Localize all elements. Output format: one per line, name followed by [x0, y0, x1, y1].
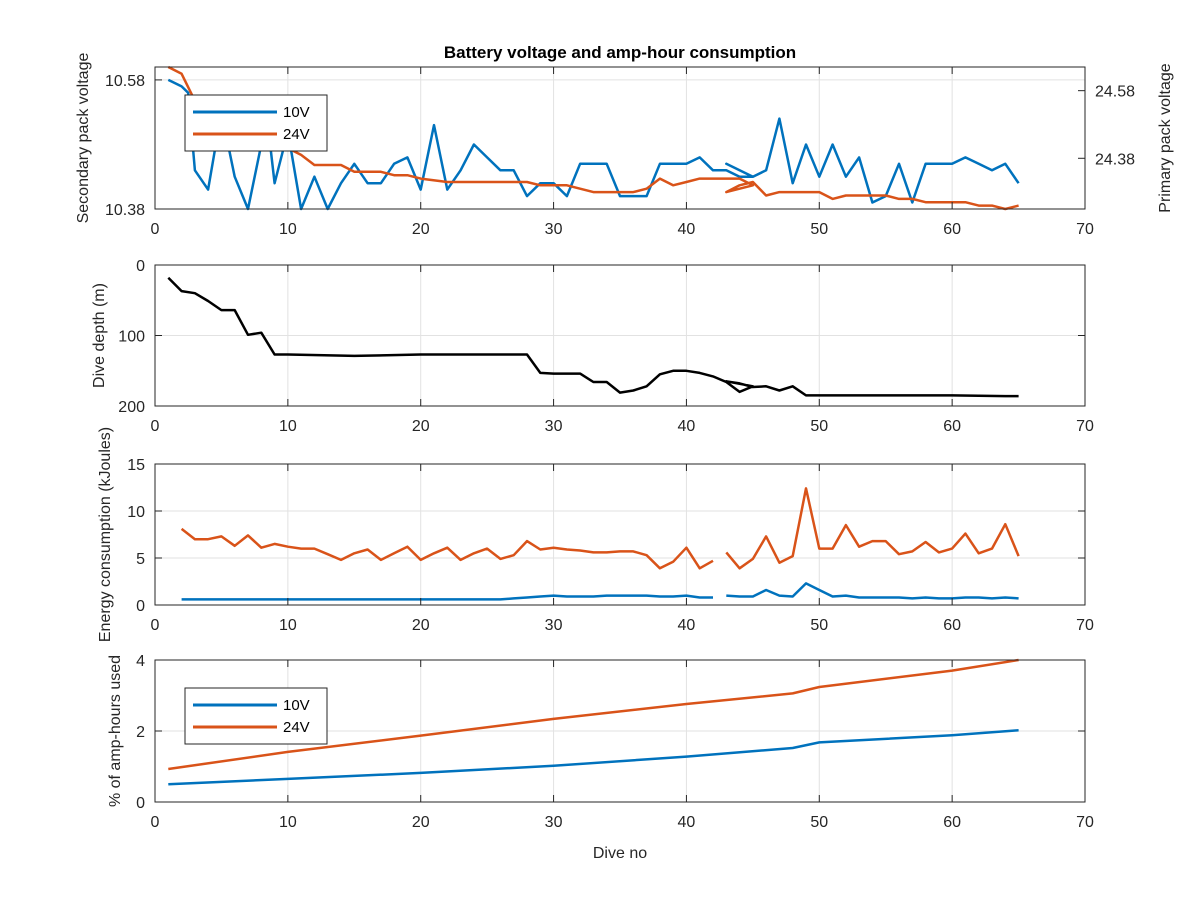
x-tick-label: 30 [545, 617, 563, 634]
y-tick-label: 15 [127, 457, 145, 474]
series-line-depth [167, 276, 1019, 398]
axis-box [154, 66, 1086, 210]
legend [184, 94, 328, 152]
x-tick-label: 60 [943, 617, 961, 634]
x-tick-label: 10 [279, 814, 297, 831]
plot-area [155, 464, 1085, 605]
x-tick-label: 20 [412, 418, 430, 435]
x-tick-label: 30 [545, 814, 563, 831]
y-right-tick-label: 24.38 [1095, 151, 1135, 168]
x-tick-label: 10 [279, 221, 297, 238]
y-right-axis-label: Primary pack voltage [1157, 63, 1174, 212]
chart-title: Battery voltage and amp-hour consumption [444, 43, 796, 62]
y-axis-label: Energy consumption (kJoules) [97, 427, 114, 642]
x-tick-label: 70 [1076, 221, 1094, 238]
x-tick-label: 60 [943, 221, 961, 238]
x-tick-label: 70 [1076, 418, 1094, 435]
y-tick-label: 0 [136, 795, 145, 812]
x-tick-label: 60 [943, 418, 961, 435]
x-tick-label: 30 [545, 418, 563, 435]
series-line-10v [181, 594, 713, 601]
x-tick-label: 0 [151, 617, 160, 634]
legend-label-24v: 24V [283, 126, 310, 143]
x-tick-label: 50 [810, 617, 828, 634]
y-tick-label: 4 [136, 653, 145, 670]
axis-box [154, 463, 1086, 606]
y-axis-label: Secondary pack voltage [75, 53, 92, 224]
y-tick-label: 100 [118, 329, 145, 346]
x-tick-label: 0 [151, 814, 160, 831]
x-tick-label: 20 [412, 221, 430, 238]
legend-label-10v: 10V [283, 697, 310, 714]
series-line-24v [180, 527, 714, 570]
x-tick-label: 40 [678, 221, 696, 238]
y-axis-label: % of amp-hours used [107, 655, 124, 807]
x-tick-label: 20 [412, 617, 430, 634]
energy-panel: 0 10 20 30 40 50 60 70 0 5 10 15 Energy consumption … [97, 427, 1094, 642]
x-tick-label: 40 [678, 617, 696, 634]
legend [184, 687, 328, 745]
y-tick-label: 10.58 [105, 73, 145, 90]
x-axis-label: Dive no [593, 845, 647, 862]
y-tick-label: 0 [136, 258, 145, 275]
series-line-10v [168, 729, 1019, 786]
x-tick-label: 40 [678, 418, 696, 435]
x-tick-label: 0 [151, 418, 160, 435]
y-tick-label: 200 [118, 399, 145, 416]
y-axis-label: Dive depth (m) [91, 283, 108, 388]
legend-label-24v: 24V [283, 719, 310, 736]
x-tick-label: 10 [279, 418, 297, 435]
x-tick-label: 0 [151, 221, 160, 238]
x-tick-label: 50 [810, 221, 828, 238]
legend-label-10v: 10V [283, 104, 310, 121]
y-right-tick-label: 24.58 [1095, 84, 1135, 101]
x-tick-label: 20 [412, 814, 430, 831]
depth-panel: 0 10 20 30 40 50 60 70 0 100 200 Dive depth (m) [91, 258, 1094, 435]
series-line-10v [726, 582, 1019, 600]
y-tick-label: 5 [136, 551, 145, 568]
x-tick-label: 40 [678, 814, 696, 831]
y-tick-label: 10.38 [105, 202, 145, 219]
series-line-24v [167, 65, 1019, 211]
series-line-24v [168, 658, 1019, 771]
y-tick-label: 0 [136, 598, 145, 615]
x-tick-label: 10 [279, 617, 297, 634]
amp-hours-panel: 0 10 20 30 40 50 60 70 0 2 4 % of amp-hours used 10V… [107, 653, 1094, 831]
x-tick-label: 70 [1076, 617, 1094, 634]
series-line-10v [167, 78, 1020, 211]
x-tick-label: 50 [810, 814, 828, 831]
y-tick-label: 10 [127, 504, 145, 521]
x-tick-label: 70 [1076, 814, 1094, 831]
voltage-panel: 0 10 20 30 40 50 60 70 10.38 10.58 24.38 24.58 Prima… [75, 53, 1174, 238]
series-line-24v [725, 487, 1020, 570]
x-tick-label: 60 [943, 814, 961, 831]
x-tick-label: 30 [545, 221, 563, 238]
x-tick-label: 50 [810, 418, 828, 435]
y-tick-label: 2 [136, 724, 145, 741]
